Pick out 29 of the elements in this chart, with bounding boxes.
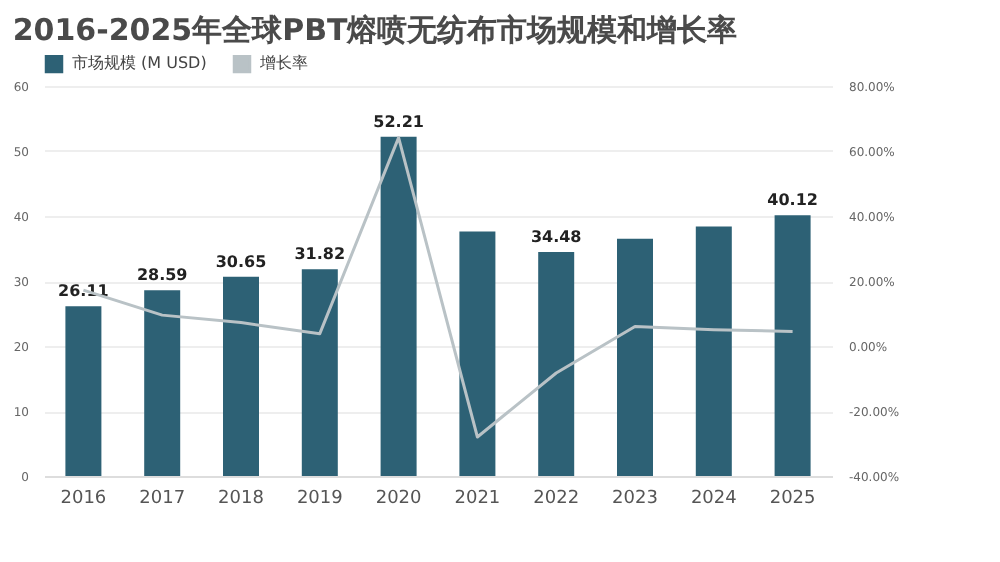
bar <box>459 231 496 476</box>
legend-label: 增长率 <box>258 54 308 73</box>
bar <box>617 238 653 476</box>
x-tick-label: 2020 <box>375 489 423 509</box>
bar <box>380 136 417 476</box>
legend-label: 市场规模 (M USD) <box>72 54 207 73</box>
x-tick-label: 2025 <box>769 489 816 509</box>
data-label: 52.21 <box>373 112 425 131</box>
bar <box>144 290 181 476</box>
x-tick-label: 2017 <box>139 489 186 509</box>
data-label: 34.48 <box>530 227 583 246</box>
x-tick-label: 2019 <box>296 489 344 509</box>
data-label: 28.59 <box>136 266 189 285</box>
x-tick-label: 2016 <box>60 489 107 509</box>
bar <box>538 251 575 476</box>
x-tick-label: 2021 <box>454 489 501 509</box>
x-tick-label: 2023 <box>612 489 658 509</box>
bar <box>774 215 811 476</box>
x-tick-label: 2018 <box>218 489 265 509</box>
bar <box>301 269 338 476</box>
bar <box>695 226 732 476</box>
data-label: 30.65 <box>215 252 268 271</box>
data-label: 40.12 <box>767 191 818 210</box>
bar <box>223 276 259 476</box>
x-tick-label: 2022 <box>533 489 580 509</box>
data-label: 31.82 <box>294 245 346 264</box>
bar <box>65 306 102 476</box>
x-tick-label: 2024 <box>690 489 738 509</box>
chart-title: 2016-2025年全球PBT熔喷无纺布市场规模和增长率 <box>12 12 738 48</box>
